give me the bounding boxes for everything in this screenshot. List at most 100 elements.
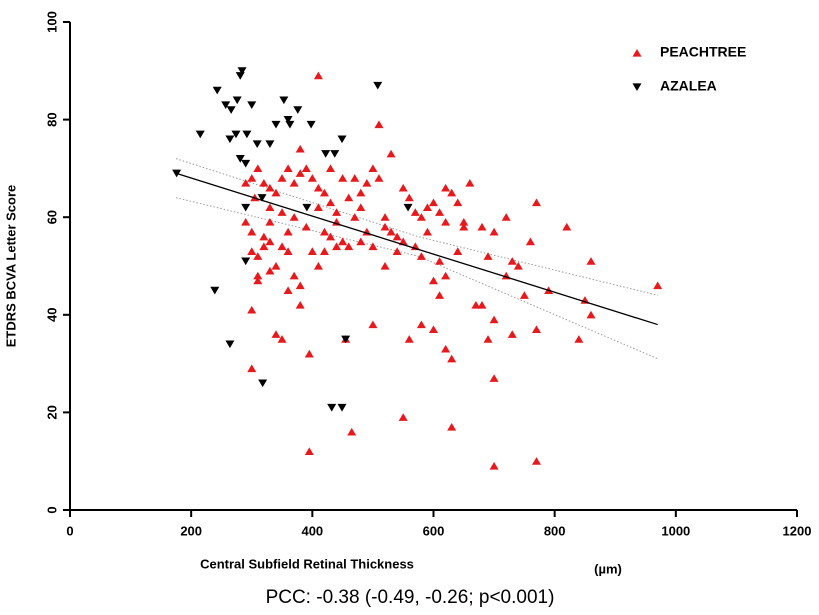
y-tick-label: 60 <box>44 210 59 224</box>
point <box>398 183 408 192</box>
point <box>326 164 336 172</box>
point <box>392 247 402 255</box>
point <box>259 178 269 187</box>
point <box>283 286 293 294</box>
point <box>410 208 420 216</box>
point <box>531 198 541 207</box>
point <box>301 222 311 231</box>
point <box>235 72 245 80</box>
point <box>344 242 354 251</box>
point <box>259 242 269 251</box>
point <box>237 67 247 75</box>
point <box>319 188 329 197</box>
point <box>277 335 287 343</box>
point <box>380 261 390 270</box>
point <box>386 149 396 158</box>
point <box>301 164 311 172</box>
point <box>489 315 499 324</box>
y-tick-label: 40 <box>44 308 59 322</box>
point <box>283 164 293 172</box>
point <box>253 276 263 285</box>
point <box>441 183 451 192</box>
point <box>253 164 263 172</box>
point <box>373 81 383 90</box>
point <box>416 213 426 221</box>
point <box>212 86 222 95</box>
point <box>271 120 281 129</box>
point <box>435 257 445 265</box>
point <box>241 203 251 212</box>
point <box>380 222 390 231</box>
point <box>404 193 414 202</box>
point <box>519 291 529 299</box>
point <box>319 227 329 236</box>
point <box>295 300 305 309</box>
point <box>574 335 584 343</box>
point <box>380 213 390 221</box>
point <box>319 247 329 255</box>
point <box>338 174 348 182</box>
point <box>247 174 257 182</box>
point <box>210 286 220 295</box>
x-tick-label: 400 <box>301 523 323 538</box>
point <box>265 218 275 226</box>
point <box>386 227 396 236</box>
point <box>447 422 457 431</box>
point <box>231 130 241 139</box>
point <box>416 252 426 260</box>
point <box>416 320 426 329</box>
x-axis-unit: (µm) <box>594 561 622 576</box>
ci-upper <box>175 158 658 296</box>
point <box>247 364 257 373</box>
point <box>489 462 499 470</box>
y-tick-label: 100 <box>44 11 59 33</box>
legend-label: AZALEA <box>660 78 717 94</box>
point <box>435 291 445 299</box>
point <box>653 281 663 290</box>
point <box>313 71 323 80</box>
x-tick-label: 600 <box>423 523 445 538</box>
y-tick-label: 80 <box>44 112 59 126</box>
point <box>453 198 463 207</box>
point <box>307 174 317 182</box>
point <box>350 174 360 182</box>
point <box>441 344 451 353</box>
point <box>327 403 337 412</box>
point <box>304 447 314 456</box>
point <box>368 164 378 172</box>
point <box>344 193 354 202</box>
point <box>293 106 303 114</box>
point <box>453 247 463 255</box>
legend-label: PEACHTREE <box>660 44 746 60</box>
point <box>362 178 372 187</box>
point <box>471 300 481 309</box>
point <box>531 325 541 334</box>
point <box>459 222 469 231</box>
point <box>435 208 445 216</box>
point <box>265 140 275 149</box>
point <box>295 169 305 177</box>
point <box>374 174 384 182</box>
point <box>447 188 457 197</box>
point <box>356 237 366 246</box>
point <box>586 310 596 319</box>
point <box>326 198 336 207</box>
point <box>242 130 252 139</box>
point <box>489 227 499 236</box>
point <box>347 427 357 436</box>
point <box>277 174 287 182</box>
point <box>289 178 299 187</box>
point <box>225 340 235 349</box>
point <box>195 130 205 139</box>
point <box>307 247 317 255</box>
x-tick-label: 1000 <box>661 523 690 538</box>
point <box>483 252 493 260</box>
point <box>338 237 348 246</box>
point <box>265 237 275 246</box>
point <box>459 218 469 226</box>
point <box>332 242 342 251</box>
x-axis-label: Central Subfield Retinal Thickness <box>200 556 414 571</box>
point <box>531 457 541 465</box>
point <box>477 300 487 309</box>
